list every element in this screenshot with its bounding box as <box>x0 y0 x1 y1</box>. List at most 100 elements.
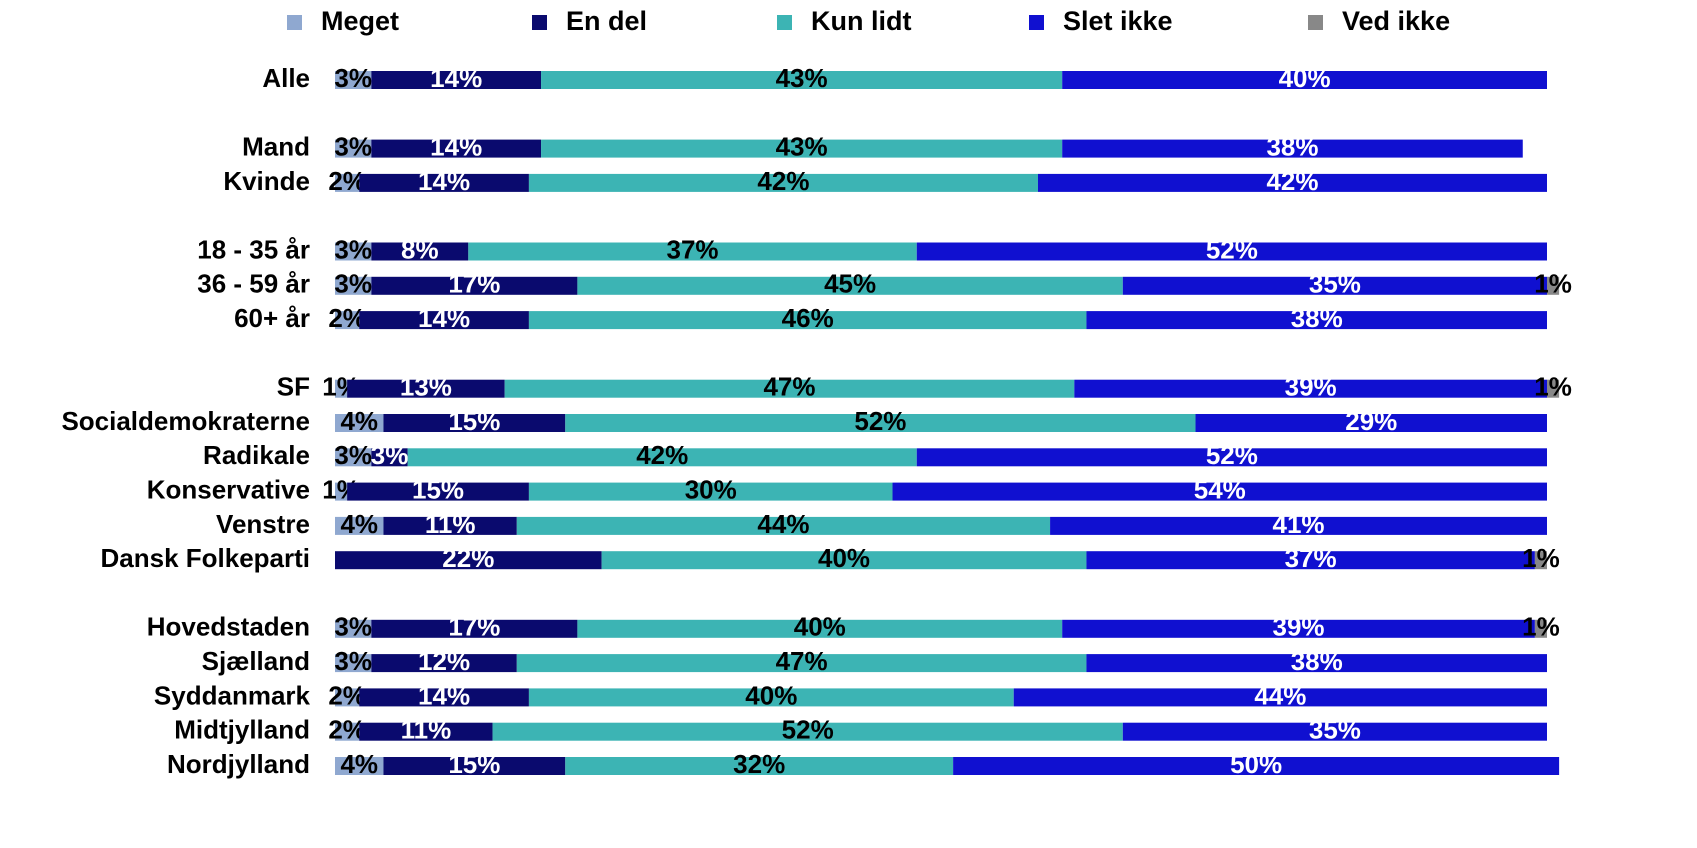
bar-segment <box>565 414 1196 432</box>
value-label: 45% <box>824 269 876 299</box>
value-label: 40% <box>818 543 870 573</box>
bar-segment <box>335 242 372 261</box>
bar-segment <box>335 311 360 330</box>
bar-segment <box>371 242 469 261</box>
value-label: 37% <box>1285 543 1337 573</box>
bar-segment <box>1062 71 1547 89</box>
bar-segment <box>1547 379 1560 398</box>
bar-segment <box>347 482 529 501</box>
bar-segment <box>1037 173 1547 192</box>
value-label: 44% <box>1254 680 1306 710</box>
value-label: 38% <box>1291 646 1343 676</box>
category-label: Dansk Folkeparti <box>100 543 310 573</box>
bar-segment <box>335 688 360 707</box>
bar-segment <box>371 276 578 295</box>
bar-segment <box>1086 311 1547 330</box>
value-label: 14% <box>418 680 470 710</box>
legend-swatch <box>287 15 302 30</box>
value-label: 52% <box>782 715 834 745</box>
legend-label: Meget <box>321 6 399 36</box>
value-label: 3% <box>334 612 372 642</box>
value-label: 4% <box>340 749 378 779</box>
bar-segment <box>1074 379 1547 398</box>
bar-segment <box>335 551 602 570</box>
bar-segment <box>1547 276 1560 295</box>
value-label: 8% <box>401 234 439 264</box>
bar-segment <box>1050 516 1547 535</box>
category-label: Alle <box>262 63 310 93</box>
value-label: 15% <box>412 474 464 504</box>
legend-swatch <box>1029 15 1044 30</box>
bar-segment <box>335 482 348 501</box>
bar-segment <box>371 619 578 638</box>
category-label: Syddanmark <box>154 680 311 710</box>
category-label: Nordjylland <box>167 749 310 779</box>
value-label: 1% <box>1522 612 1560 642</box>
bar-segment <box>335 173 360 192</box>
bar-segment <box>1534 551 1547 570</box>
value-label: 38% <box>1266 131 1318 161</box>
value-label: 3% <box>371 440 409 470</box>
bar-segment <box>335 139 372 158</box>
category-label: 18 - 35 år <box>197 234 310 264</box>
bar-segment <box>1062 619 1535 638</box>
value-label: 35% <box>1309 269 1361 299</box>
bar-segment <box>335 516 384 535</box>
bar-segment <box>1122 722 1547 741</box>
value-label: 4% <box>340 406 378 436</box>
bar-segment <box>516 516 1051 535</box>
bar-segment <box>359 173 529 192</box>
legend-swatch <box>1308 15 1323 30</box>
bar-segment <box>516 654 1087 673</box>
bar-segment <box>383 414 566 432</box>
bar-segment <box>468 242 917 261</box>
bar-segment <box>359 722 493 741</box>
value-label: 39% <box>1273 612 1325 642</box>
value-label: 3% <box>334 131 372 161</box>
bar-segment <box>916 448 1547 467</box>
bar-segment <box>335 71 372 89</box>
value-label: 47% <box>763 372 815 402</box>
bar-segment <box>601 551 1087 570</box>
value-label: 14% <box>430 63 482 93</box>
legend-swatch <box>532 15 547 30</box>
bar-segment <box>541 71 1063 89</box>
legend-label: Slet ikke <box>1063 6 1173 36</box>
bar-segment <box>577 276 1123 295</box>
bar-segment <box>335 619 372 638</box>
value-label: 38% <box>1291 303 1343 333</box>
value-label: 41% <box>1273 509 1325 539</box>
value-label: 3% <box>334 269 372 299</box>
legend-label: Ved ikke <box>1342 6 1450 36</box>
legend-label: En del <box>566 6 647 36</box>
value-label: 15% <box>448 749 500 779</box>
bar-segment <box>335 379 348 398</box>
category-label: Konservative <box>147 474 310 504</box>
category-label: Midtjylland <box>174 715 310 745</box>
bar-segment <box>383 757 566 775</box>
bar-segment <box>1195 414 1547 432</box>
bar-segment <box>335 414 384 432</box>
value-label: 3% <box>334 63 372 93</box>
category-label: Venstre <box>216 509 310 539</box>
value-label: 42% <box>636 440 688 470</box>
value-label: 39% <box>1285 372 1337 402</box>
bar-segment <box>335 654 372 673</box>
value-label: 12% <box>418 646 470 676</box>
value-label: 52% <box>1206 234 1258 264</box>
value-label: 1% <box>1534 372 1572 402</box>
value-label: 52% <box>854 406 906 436</box>
value-label: 40% <box>1279 63 1331 93</box>
value-label: 43% <box>776 63 828 93</box>
bar-segment <box>335 757 384 775</box>
value-label: 54% <box>1194 474 1246 504</box>
bar-segment <box>371 448 408 467</box>
category-label: Kvinde <box>223 166 310 196</box>
bar-segment <box>371 71 542 89</box>
value-label: 30% <box>685 474 737 504</box>
bar-segment <box>528 688 1014 707</box>
bar-segment <box>383 516 517 535</box>
value-label: 4% <box>340 509 378 539</box>
value-label: 11% <box>401 715 452 745</box>
